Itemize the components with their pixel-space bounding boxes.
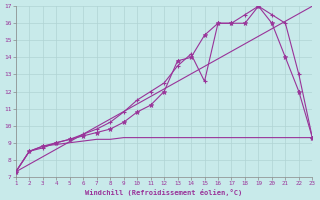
X-axis label: Windchill (Refroidissement éolien,°C): Windchill (Refroidissement éolien,°C) <box>85 189 243 196</box>
